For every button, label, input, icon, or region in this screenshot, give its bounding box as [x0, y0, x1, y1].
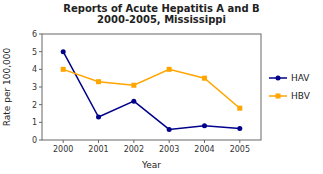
x-tick [63, 140, 64, 143]
y-tick [39, 69, 42, 70]
y-tick [39, 87, 42, 88]
y-tick-label: 1 [32, 118, 37, 127]
chart-svg: Reports of Acute Hepatitis A and B2000-2… [0, 0, 323, 174]
x-tick [239, 140, 240, 143]
series-point [131, 99, 136, 104]
title-line: 2000-2005, Mississippi [97, 14, 226, 25]
y-tick-label: 2 [32, 101, 37, 110]
y-tick-label: 3 [32, 83, 37, 92]
plot-area [61, 49, 243, 132]
x-tick [133, 140, 134, 143]
y-tick [39, 122, 42, 123]
y-tick-label: 4 [32, 65, 37, 74]
series-point [167, 67, 172, 72]
series-point [96, 115, 101, 120]
series-line [63, 69, 240, 108]
y-tick-label: 5 [32, 48, 37, 57]
legend-marker [276, 94, 281, 99]
y-tick-label: 0 [32, 136, 37, 145]
series-point [61, 49, 66, 54]
x-tick-label: 2005 [230, 145, 250, 154]
x-tick-label: 2004 [194, 145, 214, 154]
x-tick-label: 2003 [159, 145, 179, 154]
series-point [96, 79, 101, 84]
x-axis-label: Year [141, 160, 161, 170]
series-point [237, 126, 242, 131]
series-line [63, 52, 240, 130]
plot-frame [42, 34, 261, 140]
x-tick [98, 140, 99, 143]
y-tick-label: 6 [32, 30, 37, 39]
x-tick-label: 2002 [124, 145, 144, 154]
y-tick [39, 51, 42, 52]
chart-title: Reports of Acute Hepatitis A and B2000-2… [63, 3, 259, 25]
y-tick [39, 140, 42, 141]
series-point [61, 67, 66, 72]
x-tick [204, 140, 205, 143]
series-point [167, 127, 172, 132]
series-point [202, 123, 207, 128]
x-tick-label: 2000 [53, 145, 73, 154]
x-tick-label: 2001 [88, 145, 108, 154]
legend-label: HBV [291, 91, 311, 101]
chart-container: Reports of Acute Hepatitis A and B2000-2… [0, 0, 323, 174]
series-point [237, 106, 242, 111]
x-tick [169, 140, 170, 143]
y-axis-label: Rate per 100,000 [2, 47, 12, 126]
series-point [202, 76, 207, 81]
y-tick [39, 104, 42, 105]
legend-label: HAV [291, 73, 310, 83]
legend-marker [276, 76, 281, 81]
y-tick [39, 34, 42, 35]
series-point [131, 83, 136, 88]
title-line: Reports of Acute Hepatitis A and B [63, 3, 259, 14]
